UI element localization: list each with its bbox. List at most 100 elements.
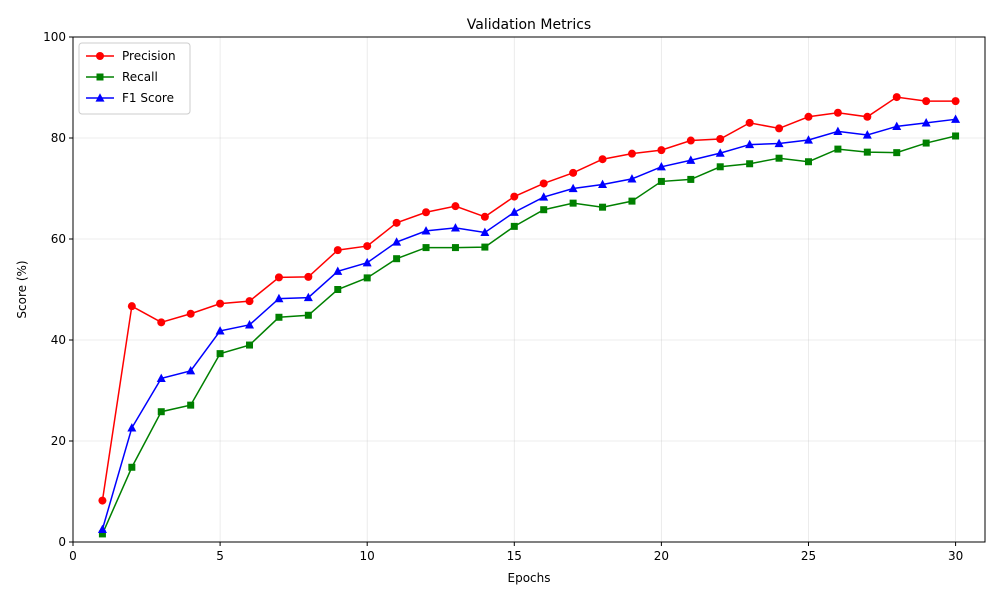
data-point-recall <box>422 244 430 252</box>
data-point-recall <box>569 199 577 207</box>
y-tick-label: 20 <box>51 434 66 448</box>
data-point-f1-score <box>892 121 902 130</box>
data-point-precision <box>245 297 254 306</box>
data-point-f1-score <box>186 366 196 375</box>
data-point-precision <box>274 273 283 282</box>
series-line-precision <box>101 96 956 501</box>
data-point-precision <box>716 135 725 144</box>
legend: Precision Recall F1 Score <box>78 42 191 115</box>
legend-box <box>78 42 191 115</box>
x-tick-label: 20 <box>654 549 669 563</box>
data-point-recall <box>481 243 489 251</box>
data-point-precision <box>127 302 136 311</box>
data-point-precision <box>157 318 166 327</box>
data-point-recall <box>952 132 960 140</box>
chart-title: Validation Metrics <box>467 17 591 33</box>
data-point-f1-score <box>656 161 666 171</box>
y-tick-label: 80 <box>51 131 66 145</box>
data-point-precision <box>951 97 960 106</box>
data-point-f1-score <box>774 138 784 148</box>
data-point-f1-score <box>333 266 343 275</box>
y-tick-label: 40 <box>51 333 66 347</box>
data-point-recall <box>746 160 754 168</box>
data-point-recall <box>922 139 930 147</box>
data-point-recall <box>363 274 371 282</box>
x-axis-label: Epochs <box>508 571 551 585</box>
data-point-precision <box>363 242 372 251</box>
legend-item-precision: Precision <box>86 49 176 63</box>
data-point-precision <box>598 155 607 164</box>
data-point-precision <box>98 496 107 505</box>
data-point-precision <box>569 168 578 177</box>
axes-frame <box>72 36 986 543</box>
data-point-precision <box>186 309 195 318</box>
data-point-recall <box>716 163 724 171</box>
data-point-precision <box>892 93 901 102</box>
data-point-f1-score <box>303 292 313 302</box>
data-point-precision <box>686 136 695 145</box>
data-point-precision <box>216 299 225 308</box>
data-point-recall <box>157 408 165 416</box>
data-point-f1-score <box>686 155 696 164</box>
y-tick-label: 60 <box>51 232 66 246</box>
data-point-f1-score <box>803 135 813 144</box>
data-point-recall <box>451 244 459 252</box>
data-point-f1-score <box>362 257 372 267</box>
data-point-recall <box>863 148 871 156</box>
data-point-f1-score <box>539 192 549 201</box>
data-point-precision <box>304 272 313 281</box>
data-point-precision <box>804 112 813 121</box>
data-point-recall <box>510 222 518 230</box>
data-point-recall <box>599 203 607 211</box>
data-point-f1-score <box>921 118 931 127</box>
data-point-f1-score <box>598 179 608 189</box>
data-point-precision <box>451 202 460 211</box>
data-point-f1-score <box>951 114 961 123</box>
data-point-precision <box>392 218 401 227</box>
x-tick-label: 10 <box>360 549 375 563</box>
series-f1-score <box>97 114 961 533</box>
legend-swatch-marker <box>96 52 104 60</box>
legend-item-f1-score: F1 Score <box>86 91 174 105</box>
data-point-precision <box>863 112 872 121</box>
legend-swatch-marker <box>96 73 104 81</box>
y-tick-label: 0 <box>58 535 66 549</box>
legend-label: Precision <box>122 49 176 63</box>
data-point-recall <box>216 350 224 358</box>
data-point-f1-score <box>127 423 137 432</box>
legend-label: Recall <box>122 70 158 84</box>
data-point-f1-score <box>627 174 637 183</box>
data-point-precision <box>480 212 489 221</box>
x-tick-label: 5 <box>216 549 224 563</box>
data-point-recall <box>540 206 548 214</box>
data-point-precision <box>745 118 754 127</box>
series-line-recall <box>101 135 956 535</box>
data-point-f1-score <box>715 148 725 157</box>
data-point-recall <box>657 177 665 185</box>
data-point-recall <box>98 530 106 538</box>
x-tick-label: 0 <box>69 549 77 563</box>
data-point-f1-score <box>833 126 843 136</box>
data-point-recall <box>834 145 842 153</box>
y-tick-label: 100 <box>43 30 66 44</box>
data-point-f1-score <box>421 226 431 235</box>
data-point-f1-score <box>862 130 872 139</box>
data-point-recall <box>246 341 254 349</box>
data-point-recall <box>304 311 312 319</box>
x-tick-label: 25 <box>801 549 816 563</box>
data-point-precision <box>922 97 931 106</box>
data-point-recall <box>275 313 283 321</box>
data-point-precision <box>833 108 842 117</box>
data-point-f1-score <box>568 183 578 193</box>
data-point-f1-score <box>480 227 490 237</box>
x-tick-label: 15 <box>507 549 522 563</box>
data-point-f1-score <box>97 524 107 533</box>
data-point-f1-score <box>745 139 755 149</box>
y-axis-label: Score (%) <box>15 260 29 318</box>
data-point-recall <box>687 175 695 183</box>
data-point-precision <box>539 179 548 188</box>
data-point-recall <box>893 149 901 157</box>
legend-item-recall: Recall <box>86 70 158 84</box>
